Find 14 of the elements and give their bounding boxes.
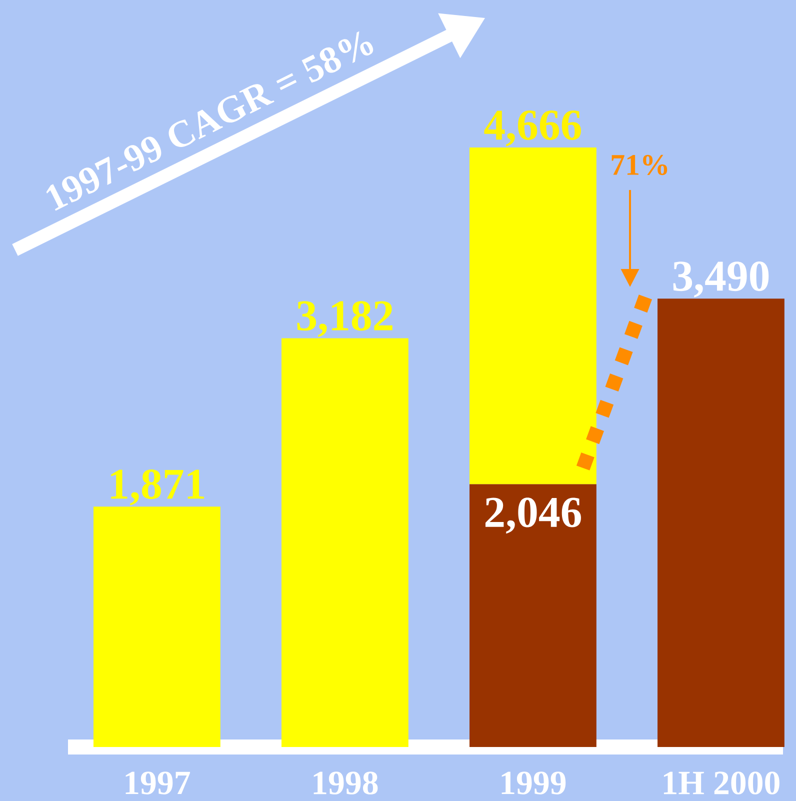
x-tick-label: 1H 2000 bbox=[664, 772, 780, 794]
data-label: 3,490 bbox=[673, 262, 769, 298]
data-label: 3,182 bbox=[297, 301, 392, 338]
bar bbox=[658, 298, 784, 747]
bar bbox=[93, 506, 220, 747]
x-tick-label: 1999 bbox=[502, 772, 566, 794]
data-label: 2,046 bbox=[485, 498, 581, 534]
bar bbox=[470, 484, 596, 747]
x-tick-label: 1997 bbox=[126, 772, 190, 794]
data-label: 1,871 bbox=[111, 470, 204, 506]
annotation: 71% bbox=[612, 154, 668, 176]
total-label: 4,666 bbox=[484, 110, 581, 146]
x-tick-label: 1998 bbox=[314, 772, 378, 794]
bar bbox=[281, 338, 408, 747]
